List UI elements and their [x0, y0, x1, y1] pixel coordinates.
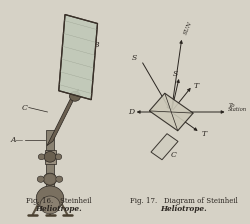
Text: Fig. 16.   Steinheil: Fig. 16. Steinheil [26, 197, 92, 205]
Text: To: To [228, 103, 235, 108]
Text: B: B [94, 41, 99, 49]
Text: C: C [170, 151, 176, 159]
Polygon shape [59, 15, 98, 100]
Polygon shape [151, 134, 178, 160]
Text: Heliotrope.: Heliotrope. [160, 205, 207, 213]
Text: Station: Station [228, 107, 248, 112]
Text: C: C [22, 103, 28, 112]
Text: Fig. 17.   Diagram of Steinheil: Fig. 17. Diagram of Steinheil [130, 197, 238, 205]
Circle shape [38, 154, 45, 160]
Text: A—: A— [10, 136, 24, 144]
Circle shape [55, 154, 62, 160]
Text: S: S [132, 54, 138, 62]
Circle shape [56, 176, 63, 182]
Circle shape [44, 151, 56, 162]
Text: D: D [128, 108, 134, 116]
Text: S: S [173, 70, 178, 78]
Text: Heliotrope.: Heliotrope. [36, 205, 82, 213]
Circle shape [70, 91, 80, 101]
Text: T: T [202, 130, 206, 138]
Polygon shape [47, 90, 79, 146]
Circle shape [43, 173, 57, 185]
Text: T: T [194, 82, 199, 90]
Polygon shape [44, 150, 56, 164]
Text: SUN: SUN [183, 20, 193, 35]
Circle shape [40, 196, 60, 214]
Circle shape [36, 186, 64, 211]
Polygon shape [149, 93, 193, 131]
Circle shape [37, 176, 44, 182]
Polygon shape [46, 130, 54, 193]
Circle shape [45, 175, 55, 183]
